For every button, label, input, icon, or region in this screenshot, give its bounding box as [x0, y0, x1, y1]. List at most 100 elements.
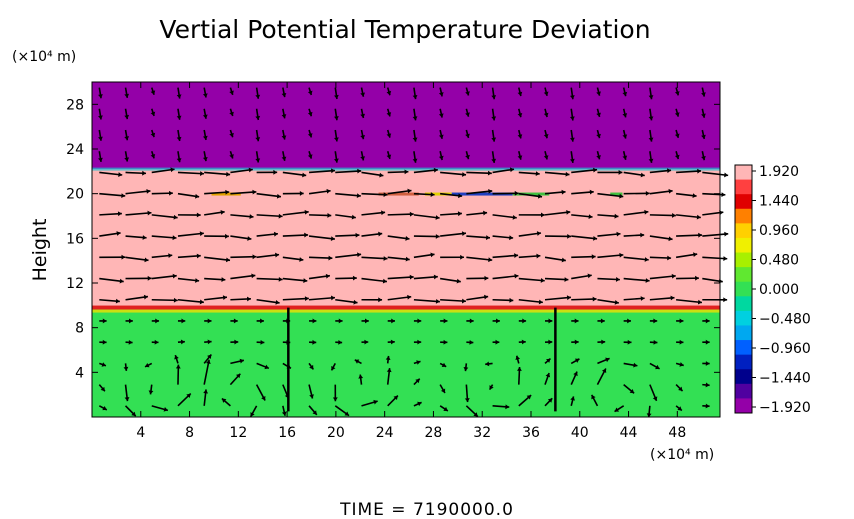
vector-223 — [438, 87, 444, 97]
vector-60 — [176, 151, 182, 163]
vector-57 — [177, 212, 201, 218]
vector-head — [202, 93, 208, 98]
vector-329 — [623, 209, 649, 216]
vector-312 — [597, 231, 621, 237]
vector-head — [203, 389, 209, 394]
vector-72 — [204, 233, 229, 239]
vector-293 — [571, 296, 597, 302]
vector-head — [564, 277, 569, 282]
vector-344 — [649, 235, 673, 242]
vector-272 — [544, 397, 553, 407]
vector-shaft — [623, 256, 649, 261]
vector-352 — [675, 405, 683, 412]
streak-1 — [378, 192, 419, 196]
vector-5 — [99, 298, 120, 304]
vector-273 — [544, 372, 551, 385]
vector-head — [229, 90, 234, 95]
vector-head — [679, 318, 684, 324]
vector-head — [488, 188, 493, 194]
streak-2 — [424, 192, 452, 196]
vector-shaft — [282, 234, 309, 237]
vector-head — [614, 213, 619, 219]
vector-136 — [308, 235, 335, 242]
vector-310 — [597, 277, 620, 282]
vector-head — [433, 274, 438, 280]
vector-head — [226, 171, 231, 177]
vector-321 — [623, 384, 635, 394]
vector-261 — [518, 298, 543, 305]
vector-246 — [492, 273, 519, 280]
vector-head — [674, 112, 680, 117]
vector-head — [207, 354, 212, 359]
vector-367 — [674, 87, 680, 96]
vector-head — [360, 113, 365, 118]
vector-shaft — [204, 296, 228, 301]
vector-347 — [649, 168, 672, 174]
vector-234 — [466, 188, 493, 195]
vector-shaft — [151, 274, 177, 280]
vector-210 — [439, 362, 447, 368]
vector-head — [430, 252, 435, 258]
vector-376 — [702, 231, 729, 237]
vector-182 — [387, 274, 414, 280]
x-tick-label-8: 8 — [185, 425, 194, 441]
y-tick-label-4: 4 — [75, 365, 84, 381]
vector-head — [430, 192, 435, 197]
vector-83 — [230, 339, 239, 345]
vector-236 — [465, 151, 470, 160]
vector-shaft — [413, 275, 438, 280]
vector-head — [202, 156, 208, 162]
vector-head — [129, 318, 133, 324]
vector-head — [249, 214, 254, 219]
vector-head — [176, 158, 182, 163]
vector-head — [614, 407, 620, 412]
colorbar-segment-15 — [735, 383, 752, 399]
vector-head — [207, 318, 212, 324]
vector-head — [328, 255, 333, 261]
vector-262 — [518, 277, 545, 283]
vector-head — [674, 91, 680, 96]
vector-82 — [230, 358, 245, 365]
vector-345 — [649, 213, 676, 218]
vector-head — [619, 193, 624, 199]
vector-361 — [676, 214, 701, 220]
vector-head — [142, 235, 147, 240]
vector-240 — [492, 404, 510, 410]
vector-51 — [177, 339, 185, 345]
vector-head — [409, 211, 414, 217]
x-tick-label-16: 16 — [278, 425, 296, 441]
vector-shaft — [308, 296, 336, 301]
vector-head — [618, 169, 623, 175]
vector-head — [485, 235, 490, 240]
vector-head — [225, 189, 230, 195]
vector-290 — [570, 358, 580, 365]
vector-head — [124, 157, 130, 162]
vector-shaft — [440, 171, 467, 176]
vector-191 — [386, 87, 392, 96]
vector-head — [565, 171, 570, 177]
vector-head — [381, 210, 386, 216]
vector-305 — [596, 368, 607, 385]
vector-46 — [150, 108, 156, 117]
vector-135 — [309, 255, 333, 261]
vector-head — [312, 318, 317, 324]
vector-head — [331, 168, 335, 174]
x-tick-label-20: 20 — [327, 425, 345, 441]
vector-297 — [571, 214, 593, 220]
vector-86 — [230, 273, 256, 280]
vector-head — [172, 273, 177, 279]
vector-head — [495, 339, 500, 345]
vector-head — [255, 137, 261, 142]
vector-314 — [597, 192, 624, 199]
vector-head — [569, 116, 575, 121]
vector-230 — [466, 275, 489, 281]
vector-shaft — [702, 192, 726, 196]
vector-head — [536, 253, 541, 259]
vector-shaft — [125, 256, 149, 262]
vector-head — [457, 211, 462, 217]
vector-159 — [334, 87, 339, 100]
colorbar-tick-label-7: −1.440 — [759, 371, 811, 387]
vector-head — [102, 318, 107, 324]
vector-head — [281, 92, 287, 98]
vector-head — [196, 212, 201, 218]
